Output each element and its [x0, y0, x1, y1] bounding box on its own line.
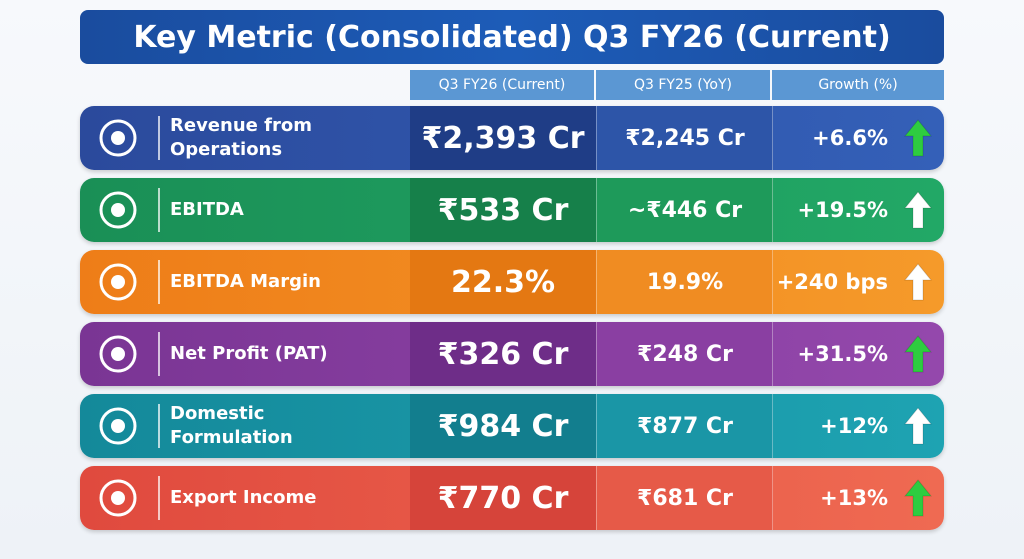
- table-row: EBITDA Margin 22.3% 19.9% +240 bps: [80, 250, 944, 314]
- column-header: Q3 FY26 (Current): [410, 70, 594, 100]
- row-label: EBITDA Margin: [170, 271, 321, 292]
- growth-value: +240 bps: [776, 270, 888, 294]
- row-label: Net Profit (PAT): [170, 343, 328, 364]
- row-label: EBITDA: [170, 199, 244, 220]
- column-header: Q3 FY25 (YoY): [596, 70, 770, 100]
- row-icon: [99, 407, 137, 445]
- growth-value: +31.5%: [797, 342, 888, 366]
- row-label: Export Income: [170, 487, 317, 508]
- row-icon: [99, 119, 137, 157]
- row-icon: [99, 263, 137, 301]
- up-arrow: [904, 479, 932, 517]
- current-value: ₹326 Cr: [410, 322, 596, 386]
- current-value: ₹770 Cr: [410, 466, 596, 530]
- growth-cell: +31.5%: [772, 322, 944, 386]
- row-label: Domestic Formulation: [170, 403, 293, 448]
- up-arrow: [904, 119, 932, 157]
- row-icon: [99, 335, 137, 373]
- row-icon: [99, 191, 137, 229]
- divider: [158, 188, 160, 232]
- current-value: ₹984 Cr: [410, 394, 596, 458]
- current-value: 22.3%: [410, 250, 596, 314]
- yoy-value: ~₹446 Cr: [596, 178, 773, 242]
- current-value: ₹2,393 Cr: [410, 106, 596, 170]
- table-row: Domestic Formulation ₹984 Cr ₹877 Cr +12%: [80, 394, 944, 458]
- growth-cell: +13%: [772, 466, 944, 530]
- yoy-value: 19.9%: [596, 250, 773, 314]
- up-arrow: [904, 191, 932, 229]
- yoy-value: ₹877 Cr: [596, 394, 773, 458]
- up-arrow: [904, 335, 932, 373]
- growth-value: +6.6%: [812, 126, 888, 150]
- growth-cell: +6.6%: [772, 106, 944, 170]
- up-arrow: [904, 263, 932, 301]
- column-header: Growth (%): [772, 70, 944, 100]
- growth-value: +13%: [820, 486, 888, 510]
- current-value: ₹533 Cr: [410, 178, 596, 242]
- row-label: Revenue from Operations: [170, 115, 312, 160]
- table-row: Export Income ₹770 Cr ₹681 Cr +13%: [80, 466, 944, 530]
- title: Key Metric (Consolidated) Q3 FY26 (Curre…: [80, 10, 944, 64]
- growth-value: +19.5%: [797, 198, 888, 222]
- divider: [158, 260, 160, 304]
- divider: [158, 476, 160, 520]
- growth-cell: +240 bps: [772, 250, 944, 314]
- yoy-value: ₹2,245 Cr: [596, 106, 773, 170]
- table-row: Revenue from Operations ₹2,393 Cr ₹2,245 C…: [80, 106, 944, 170]
- up-arrow: [904, 407, 932, 445]
- yoy-value: ₹248 Cr: [596, 322, 773, 386]
- table-row: Net Profit (PAT) ₹326 Cr ₹248 Cr +31.5%: [80, 322, 944, 386]
- yoy-value: ₹681 Cr: [596, 466, 773, 530]
- growth-cell: +12%: [772, 394, 944, 458]
- growth-cell: +19.5%: [772, 178, 944, 242]
- row-icon: [99, 479, 137, 517]
- divider: [158, 332, 160, 376]
- growth-value: +12%: [820, 414, 888, 438]
- table-row: EBITDA ₹533 Cr ~₹446 Cr +19.5%: [80, 178, 944, 242]
- divider: [158, 116, 160, 160]
- divider: [158, 404, 160, 448]
